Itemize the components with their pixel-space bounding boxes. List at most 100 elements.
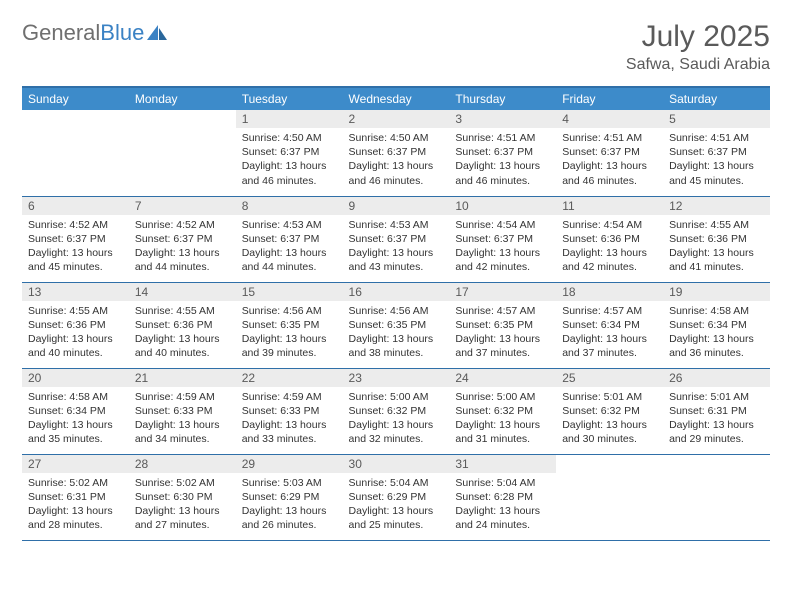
calendar-cell: 20Sunrise: 4:58 AMSunset: 6:34 PMDayligh… [22,368,129,454]
day-content: Sunrise: 4:59 AMSunset: 6:33 PMDaylight:… [236,387,343,453]
calendar-cell: 30Sunrise: 5:04 AMSunset: 6:29 PMDayligh… [343,454,450,540]
sunrise-line: Sunrise: 4:57 AM [562,304,657,318]
daylight-line: Daylight: 13 hours and 44 minutes. [135,246,230,274]
weekday-header-row: SundayMondayTuesdayWednesdayThursdayFrid… [22,87,770,110]
weekday-header: Monday [129,87,236,110]
sunset-line: Sunset: 6:36 PM [28,318,123,332]
daylight-line: Daylight: 13 hours and 25 minutes. [349,504,444,532]
sunrise-line: Sunrise: 4:54 AM [455,218,550,232]
sunset-line: Sunset: 6:33 PM [135,404,230,418]
daylight-line: Daylight: 13 hours and 39 minutes. [242,332,337,360]
daylight-line: Daylight: 13 hours and 40 minutes. [135,332,230,360]
day-content: Sunrise: 5:01 AMSunset: 6:32 PMDaylight:… [556,387,663,453]
daylight-line: Daylight: 13 hours and 33 minutes. [242,418,337,446]
calendar-cell: 5Sunrise: 4:51 AMSunset: 6:37 PMDaylight… [663,110,770,196]
daylight-line: Daylight: 13 hours and 45 minutes. [28,246,123,274]
weekday-header: Wednesday [343,87,450,110]
day-number: 15 [236,283,343,301]
weekday-header: Thursday [449,87,556,110]
day-content: Sunrise: 5:00 AMSunset: 6:32 PMDaylight:… [449,387,556,453]
day-content: Sunrise: 5:00 AMSunset: 6:32 PMDaylight:… [343,387,450,453]
day-number: 21 [129,369,236,387]
calendar-cell: 24Sunrise: 5:00 AMSunset: 6:32 PMDayligh… [449,368,556,454]
location: Safwa, Saudi Arabia [626,56,770,74]
sunrise-line: Sunrise: 4:57 AM [455,304,550,318]
calendar-cell: 31Sunrise: 5:04 AMSunset: 6:28 PMDayligh… [449,454,556,540]
day-content: Sunrise: 4:58 AMSunset: 6:34 PMDaylight:… [663,301,770,367]
calendar-body: 1Sunrise: 4:50 AMSunset: 6:37 PMDaylight… [22,110,770,540]
sunrise-line: Sunrise: 4:50 AM [349,131,444,145]
daylight-line: Daylight: 13 hours and 29 minutes. [669,418,764,446]
weekday-header: Saturday [663,87,770,110]
daylight-line: Daylight: 13 hours and 45 minutes. [669,159,764,187]
calendar-cell: 26Sunrise: 5:01 AMSunset: 6:31 PMDayligh… [663,368,770,454]
daylight-line: Daylight: 13 hours and 43 minutes. [349,246,444,274]
logo-text-part2: Blue [100,20,144,45]
day-content: Sunrise: 5:02 AMSunset: 6:30 PMDaylight:… [129,473,236,539]
calendar-cell: 2Sunrise: 4:50 AMSunset: 6:37 PMDaylight… [343,110,450,196]
daylight-line: Daylight: 13 hours and 34 minutes. [135,418,230,446]
sunset-line: Sunset: 6:37 PM [562,145,657,159]
day-content: Sunrise: 4:53 AMSunset: 6:37 PMDaylight:… [236,215,343,281]
sunrise-line: Sunrise: 4:58 AM [669,304,764,318]
sunset-line: Sunset: 6:30 PM [135,490,230,504]
calendar-cell: 19Sunrise: 4:58 AMSunset: 6:34 PMDayligh… [663,282,770,368]
sunset-line: Sunset: 6:32 PM [455,404,550,418]
daylight-line: Daylight: 13 hours and 38 minutes. [349,332,444,360]
calendar-cell [22,110,129,196]
sunset-line: Sunset: 6:36 PM [669,232,764,246]
sunrise-line: Sunrise: 4:51 AM [669,131,764,145]
sunset-line: Sunset: 6:34 PM [562,318,657,332]
daylight-line: Daylight: 13 hours and 31 minutes. [455,418,550,446]
day-content: Sunrise: 5:04 AMSunset: 6:28 PMDaylight:… [449,473,556,539]
header: GeneralBlue July 2025 Safwa, Saudi Arabi… [22,20,770,74]
sunset-line: Sunset: 6:32 PM [349,404,444,418]
day-content: Sunrise: 4:57 AMSunset: 6:35 PMDaylight:… [449,301,556,367]
calendar-cell: 28Sunrise: 5:02 AMSunset: 6:30 PMDayligh… [129,454,236,540]
day-number: 26 [663,369,770,387]
calendar-row: 13Sunrise: 4:55 AMSunset: 6:36 PMDayligh… [22,282,770,368]
weekday-header: Friday [556,87,663,110]
day-content: Sunrise: 5:02 AMSunset: 6:31 PMDaylight:… [22,473,129,539]
calendar-cell: 11Sunrise: 4:54 AMSunset: 6:36 PMDayligh… [556,196,663,282]
sunset-line: Sunset: 6:34 PM [28,404,123,418]
sunrise-line: Sunrise: 4:50 AM [242,131,337,145]
sunrise-line: Sunrise: 5:00 AM [349,390,444,404]
calendar-cell: 3Sunrise: 4:51 AMSunset: 6:37 PMDaylight… [449,110,556,196]
day-number: 10 [449,197,556,215]
sunset-line: Sunset: 6:31 PM [669,404,764,418]
daylight-line: Daylight: 13 hours and 44 minutes. [242,246,337,274]
daylight-line: Daylight: 13 hours and 36 minutes. [669,332,764,360]
day-content: Sunrise: 4:50 AMSunset: 6:37 PMDaylight:… [343,128,450,194]
day-content: Sunrise: 4:51 AMSunset: 6:37 PMDaylight:… [449,128,556,194]
day-content: Sunrise: 4:55 AMSunset: 6:36 PMDaylight:… [22,301,129,367]
day-number: 19 [663,283,770,301]
sunset-line: Sunset: 6:37 PM [242,145,337,159]
day-number: 25 [556,369,663,387]
logo-sail-icon [146,24,168,42]
calendar-cell: 12Sunrise: 4:55 AMSunset: 6:36 PMDayligh… [663,196,770,282]
day-number: 9 [343,197,450,215]
title-block: July 2025 Safwa, Saudi Arabia [626,20,770,74]
daylight-line: Daylight: 13 hours and 46 minutes. [562,159,657,187]
sunset-line: Sunset: 6:29 PM [349,490,444,504]
daylight-line: Daylight: 13 hours and 35 minutes. [28,418,123,446]
calendar-cell: 8Sunrise: 4:53 AMSunset: 6:37 PMDaylight… [236,196,343,282]
sunrise-line: Sunrise: 4:55 AM [28,304,123,318]
sunrise-line: Sunrise: 5:01 AM [562,390,657,404]
calendar-cell: 23Sunrise: 5:00 AMSunset: 6:32 PMDayligh… [343,368,450,454]
calendar-cell: 29Sunrise: 5:03 AMSunset: 6:29 PMDayligh… [236,454,343,540]
calendar-cell: 4Sunrise: 4:51 AMSunset: 6:37 PMDaylight… [556,110,663,196]
sunrise-line: Sunrise: 4:53 AM [242,218,337,232]
month-title: July 2025 [626,20,770,54]
calendar-cell: 18Sunrise: 4:57 AMSunset: 6:34 PMDayligh… [556,282,663,368]
day-number: 20 [22,369,129,387]
calendar-cell: 17Sunrise: 4:57 AMSunset: 6:35 PMDayligh… [449,282,556,368]
daylight-line: Daylight: 13 hours and 41 minutes. [669,246,764,274]
day-number: 30 [343,455,450,473]
daylight-line: Daylight: 13 hours and 27 minutes. [135,504,230,532]
sunset-line: Sunset: 6:37 PM [28,232,123,246]
day-number: 4 [556,110,663,128]
daylight-line: Daylight: 13 hours and 28 minutes. [28,504,123,532]
day-number: 18 [556,283,663,301]
